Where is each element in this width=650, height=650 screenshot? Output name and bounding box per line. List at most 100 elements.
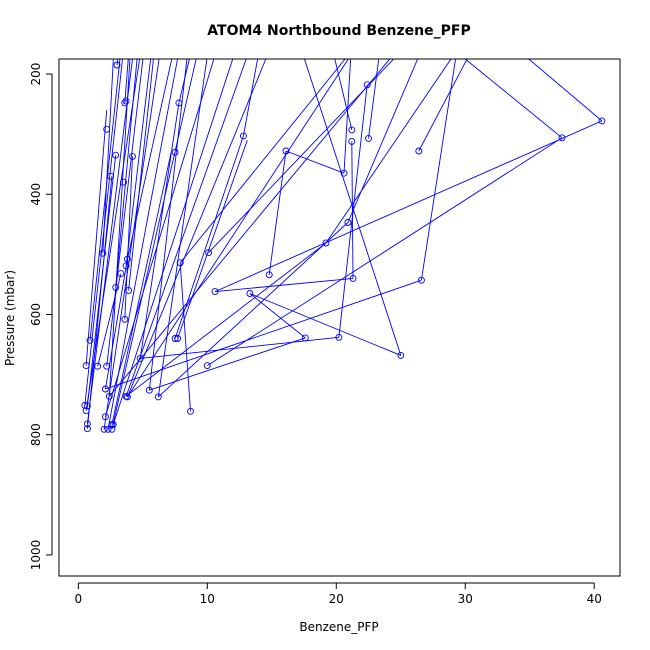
data-point bbox=[121, 315, 129, 323]
series-line-segment bbox=[179, 59, 346, 264]
data-point bbox=[415, 147, 423, 155]
series-line-segment bbox=[420, 59, 457, 281]
data-point bbox=[349, 274, 357, 282]
x-tick-label: 40 bbox=[587, 592, 602, 606]
x-tick-label: 20 bbox=[329, 592, 344, 606]
data-point bbox=[205, 249, 213, 257]
series-line-segment bbox=[177, 140, 248, 339]
series-line-segment bbox=[208, 59, 395, 253]
series-line-segment bbox=[112, 59, 234, 425]
data-point bbox=[174, 335, 182, 342]
x-axis-label: Benzene_PFP bbox=[299, 620, 378, 634]
data-point bbox=[109, 421, 117, 428]
series-line-segment bbox=[207, 137, 563, 366]
series-line-segment bbox=[111, 152, 172, 425]
series-line-segment bbox=[108, 59, 391, 397]
series-line-segment bbox=[178, 59, 190, 104]
data-point bbox=[83, 425, 91, 433]
series-line-segment bbox=[97, 273, 122, 367]
data-point bbox=[117, 270, 125, 278]
data-point bbox=[246, 290, 254, 297]
data-point bbox=[363, 81, 371, 89]
series-line-segment bbox=[125, 59, 152, 266]
y-tick-label: 600 bbox=[29, 303, 43, 326]
data-point bbox=[340, 169, 348, 177]
series-line-segment bbox=[107, 59, 179, 430]
series-line-segment bbox=[104, 259, 128, 390]
series-line-segment bbox=[418, 59, 468, 152]
series-line-segment bbox=[115, 59, 138, 288]
data-point bbox=[107, 172, 115, 180]
series-line-segment bbox=[325, 59, 452, 244]
data-point bbox=[101, 413, 109, 421]
data-point bbox=[100, 425, 108, 433]
data-point bbox=[122, 262, 130, 270]
series-line-segment bbox=[86, 155, 117, 406]
series-line-segment bbox=[174, 135, 244, 339]
data-point bbox=[121, 99, 129, 107]
series-line-segment bbox=[116, 59, 119, 66]
data-point bbox=[83, 402, 91, 410]
data-point bbox=[112, 151, 120, 159]
series-line-segment bbox=[334, 59, 353, 131]
y-tick-label: 1000 bbox=[29, 540, 43, 571]
data-point bbox=[145, 386, 153, 394]
data-point bbox=[203, 362, 211, 370]
series-line-segment bbox=[111, 59, 197, 430]
series-line-segment bbox=[464, 59, 563, 139]
series-line-segment bbox=[140, 336, 339, 359]
data-point bbox=[301, 334, 309, 342]
data-point bbox=[82, 362, 90, 370]
data-point bbox=[104, 425, 112, 433]
data-point bbox=[176, 259, 184, 267]
data-point bbox=[113, 61, 121, 69]
data-point bbox=[211, 288, 219, 296]
y-tick-label: 200 bbox=[29, 63, 43, 86]
series-line-segment bbox=[268, 150, 287, 275]
series-line-segment bbox=[368, 59, 380, 139]
data-point bbox=[558, 134, 566, 142]
y-axis-label: Pressure (mbar) bbox=[3, 270, 17, 366]
data-point bbox=[122, 97, 130, 105]
data-point bbox=[265, 271, 273, 279]
x-tick-label: 30 bbox=[458, 592, 473, 606]
series-line-segment bbox=[214, 120, 603, 293]
data-point bbox=[83, 420, 91, 428]
series-line-segment bbox=[242, 59, 259, 136]
data-point bbox=[154, 393, 162, 401]
data-point bbox=[123, 255, 131, 263]
series-line-segment bbox=[85, 110, 108, 366]
data-point bbox=[239, 132, 247, 140]
series-line-segment bbox=[106, 59, 144, 367]
data-point bbox=[344, 219, 352, 226]
data-point bbox=[335, 333, 343, 341]
series-line-segment bbox=[127, 59, 349, 398]
series-line-segment bbox=[86, 176, 113, 429]
data-point bbox=[171, 335, 179, 342]
series-line-segment bbox=[351, 141, 354, 279]
series-line-segment bbox=[126, 59, 267, 398]
series-line-segment bbox=[125, 59, 247, 397]
data-point bbox=[187, 407, 194, 415]
data-point bbox=[417, 276, 425, 284]
series-line-segment bbox=[214, 277, 354, 293]
data-point bbox=[136, 354, 144, 362]
series-line-segment bbox=[139, 102, 180, 359]
series-line-segment bbox=[124, 59, 129, 103]
series-line-segment bbox=[157, 222, 349, 398]
data-point bbox=[348, 137, 356, 145]
series-line-segment bbox=[148, 59, 188, 391]
data-point bbox=[103, 125, 111, 133]
data-point bbox=[125, 286, 133, 294]
series-line-segment bbox=[126, 59, 173, 260]
series-line-segment bbox=[108, 59, 131, 397]
axes-layer: 0 10 20 30 40 200 400 600 800 1000 bbox=[29, 63, 602, 606]
series-line-segment bbox=[102, 59, 114, 254]
data-point bbox=[108, 425, 116, 433]
data-point bbox=[598, 117, 606, 125]
data-point bbox=[365, 134, 372, 142]
data-layer bbox=[81, 59, 606, 433]
data-point bbox=[175, 99, 183, 107]
series-line-segment bbox=[125, 242, 327, 397]
